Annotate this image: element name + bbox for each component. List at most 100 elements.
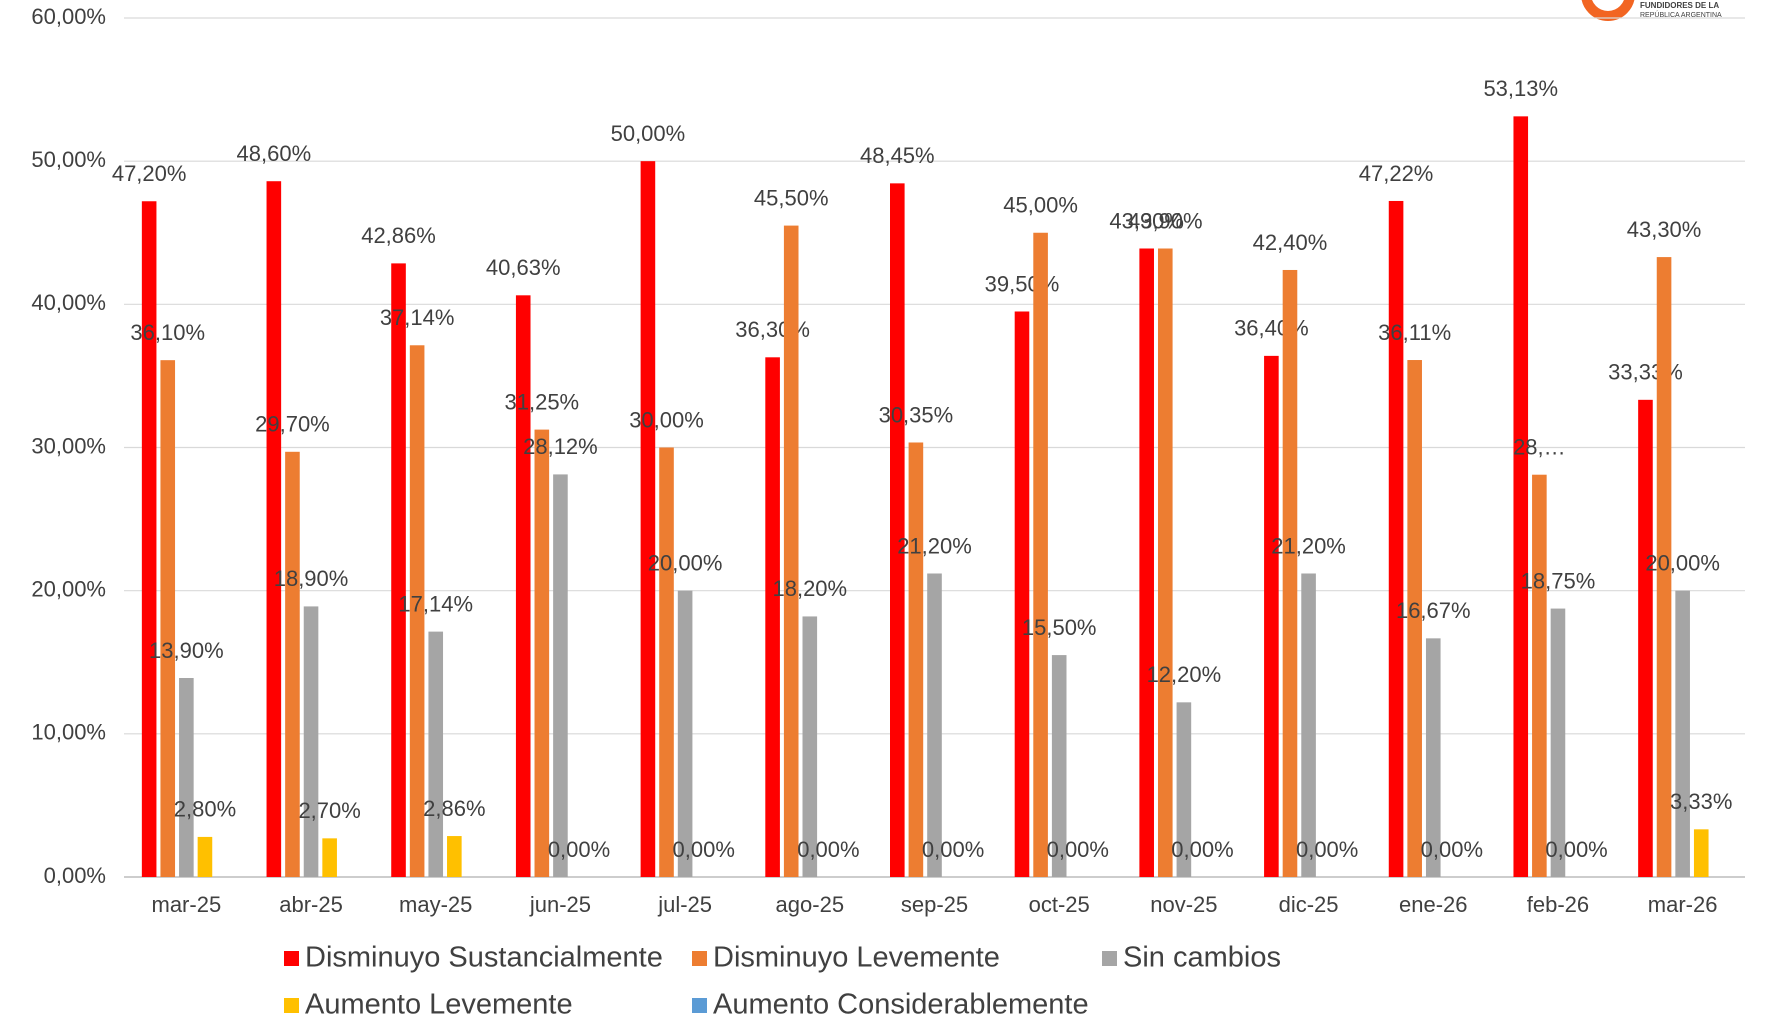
bar (640, 161, 656, 877)
data-label: 0,00% (1421, 837, 1483, 862)
bar (765, 357, 780, 877)
bar (783, 225, 799, 877)
data-label: 0,00% (922, 837, 984, 862)
data-label: 28,12% (523, 434, 598, 459)
data-label: 43,30% (1627, 217, 1702, 242)
data-label: 2,70% (298, 798, 360, 823)
x-tick-label: mar-25 (152, 892, 222, 917)
data-label: 43,90% (1109, 208, 1184, 233)
y-tick-label: 0,00% (44, 863, 106, 888)
data-label: 21,20% (1271, 533, 1346, 558)
bar (802, 616, 818, 877)
bar (1550, 608, 1566, 877)
bar (1388, 200, 1404, 878)
bar (659, 447, 674, 877)
legend-label: Disminuyo Levemente (713, 942, 1000, 974)
logo-text: FUNDIDORES DE LA (1640, 1, 1719, 10)
bar (553, 474, 568, 877)
data-label: 3,33% (1670, 789, 1732, 814)
x-tick-label: nov-25 (1150, 892, 1217, 917)
data-label: 48,45% (860, 143, 935, 168)
x-tick-label: ene-26 (1399, 892, 1468, 917)
bar (1532, 474, 1547, 877)
x-tick-label: jun-25 (529, 892, 591, 917)
bar (1656, 257, 1672, 877)
bar (1051, 655, 1067, 877)
y-tick-label: 60,00% (31, 4, 106, 29)
data-label: 28,… (1513, 435, 1566, 460)
data-label: 30,00% (629, 407, 704, 432)
data-label: 0,00% (797, 837, 859, 862)
data-label: 17,14% (398, 591, 473, 616)
data-label: 36,10% (130, 320, 205, 345)
bar (1301, 573, 1316, 877)
bar (179, 677, 194, 877)
x-tick-label: jul-25 (657, 892, 712, 917)
x-tick-label: feb-26 (1527, 892, 1589, 917)
data-label: 45,00% (1003, 193, 1078, 218)
data-label: 37,14% (380, 305, 455, 330)
data-label: 0,00% (1296, 837, 1358, 862)
data-label: 0,00% (1545, 837, 1607, 862)
x-tick-label: may-25 (399, 892, 472, 917)
x-tick-label: mar-26 (1648, 892, 1718, 917)
data-label: 42,86% (361, 223, 436, 248)
legend-label: Aumento Considerablemente (713, 989, 1089, 1021)
data-label: 53,13% (1483, 76, 1558, 101)
bar (1157, 248, 1173, 877)
legend-label: Sin cambios (1123, 942, 1281, 974)
data-label: 15,50% (1022, 615, 1097, 640)
data-label: 13,90% (149, 638, 224, 663)
data-label: 43,90% (1128, 208, 1203, 233)
bar (428, 631, 444, 877)
data-label: 18,75% (1521, 568, 1596, 593)
data-label: 0,00% (673, 837, 735, 862)
data-label: 42,40% (1253, 230, 1328, 255)
legend-swatch (284, 951, 299, 966)
data-label: 0,00% (548, 837, 610, 862)
data-label: 36,40% (1234, 316, 1309, 341)
logo-text: REPÚBLICA ARGENTINA (1640, 10, 1722, 19)
data-label: 0,00% (1171, 837, 1233, 862)
bar (409, 345, 425, 877)
legend-label: Aumento Levemente (305, 989, 573, 1021)
bar (1638, 399, 1653, 877)
bar (447, 836, 462, 877)
legend-swatch (284, 998, 299, 1013)
bar (1139, 248, 1154, 877)
bar (391, 263, 406, 877)
legend-swatch (1102, 951, 1117, 966)
bar (1407, 360, 1422, 878)
legend-swatch (692, 951, 707, 966)
legend-label: Disminuyo Sustancialmente (305, 942, 663, 974)
data-label: 29,70% (255, 412, 330, 437)
y-tick-label: 30,00% (31, 433, 106, 458)
data-label: 47,20% (112, 161, 187, 186)
bar (266, 181, 282, 877)
bar (197, 836, 213, 877)
bar (534, 429, 550, 877)
y-tick-label: 20,00% (31, 576, 106, 601)
bar (303, 606, 319, 877)
bar (1425, 638, 1441, 877)
data-label: 18,90% (274, 566, 349, 591)
data-label: 20,00% (648, 550, 723, 575)
data-label: 36,11% (1378, 320, 1451, 345)
data-label: 12,20% (1147, 662, 1222, 687)
x-tick-label: sep-25 (901, 892, 968, 917)
bar (1264, 355, 1279, 878)
x-tick-label: abr-25 (279, 892, 343, 917)
bar (1513, 116, 1529, 878)
x-tick-label: oct-25 (1029, 892, 1090, 917)
bar (1176, 702, 1192, 877)
bar (1014, 311, 1030, 877)
bar (1693, 829, 1709, 877)
data-label: 2,80% (174, 797, 236, 822)
data-label: 36,30% (735, 317, 810, 342)
data-label: 39,50% (985, 271, 1060, 296)
bar (285, 451, 300, 877)
bar (677, 590, 693, 877)
bar (890, 183, 905, 878)
data-label: 2,86% (423, 796, 485, 821)
